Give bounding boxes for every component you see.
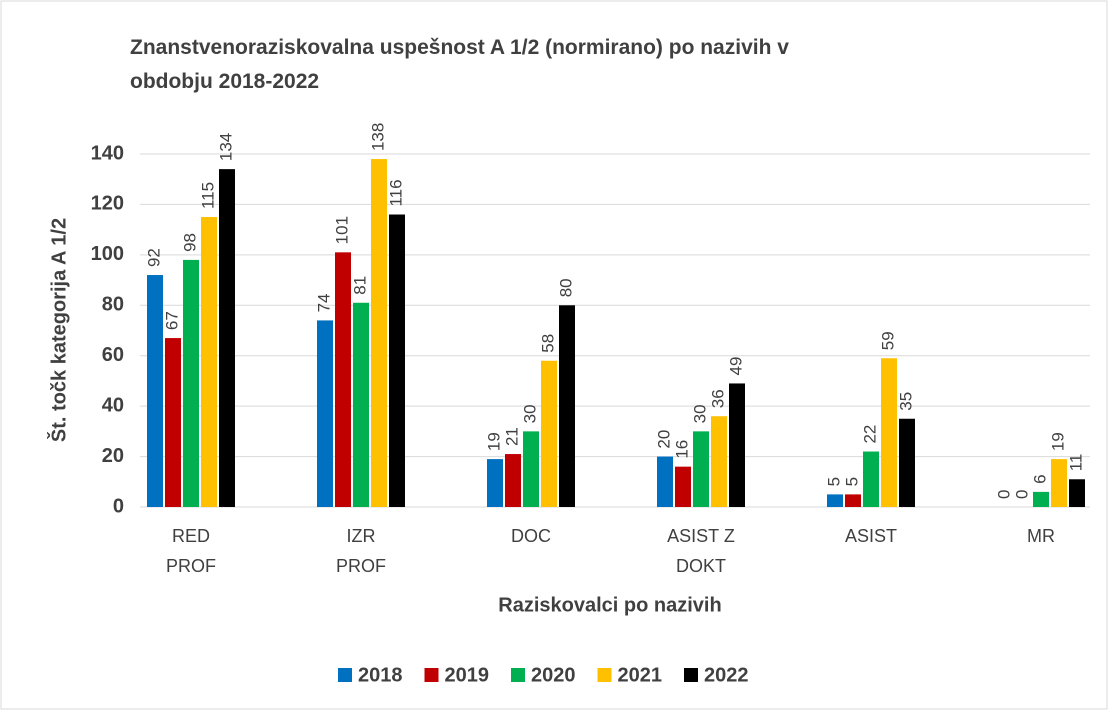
bar bbox=[1069, 479, 1085, 507]
bar bbox=[541, 360, 557, 507]
x-tick-label: IZR PROF bbox=[336, 526, 386, 576]
x-tick-label: RED PROF bbox=[166, 526, 216, 576]
bar bbox=[201, 217, 217, 508]
data-label: 59 bbox=[878, 331, 897, 350]
bar bbox=[523, 431, 539, 507]
data-label: 30 bbox=[690, 404, 709, 423]
data-label: 49 bbox=[726, 357, 745, 376]
y-tick-label: 80 bbox=[102, 294, 124, 316]
data-label: 67 bbox=[162, 311, 181, 330]
bar bbox=[845, 494, 861, 507]
data-label: 98 bbox=[180, 233, 199, 252]
bar bbox=[165, 338, 181, 507]
bar bbox=[505, 454, 521, 507]
bar bbox=[371, 159, 387, 508]
x-tick-label: ASIST Z DOKT bbox=[667, 526, 735, 576]
data-label: 138 bbox=[368, 123, 387, 151]
data-label: 30 bbox=[520, 404, 539, 423]
legend-label: 2020 bbox=[531, 664, 576, 686]
data-label: 36 bbox=[708, 389, 727, 408]
y-tick-label: 120 bbox=[91, 193, 124, 215]
data-label: 115 bbox=[198, 182, 217, 209]
bar bbox=[711, 416, 727, 507]
data-label: 35 bbox=[896, 392, 915, 411]
bar bbox=[1033, 491, 1049, 507]
bar bbox=[487, 459, 503, 507]
data-label: 0 bbox=[1012, 490, 1031, 499]
legend-label: 2019 bbox=[445, 664, 490, 686]
y-tick-label: 0 bbox=[113, 495, 124, 517]
data-label: 11 bbox=[1066, 454, 1085, 472]
bar bbox=[899, 418, 915, 507]
data-label: 92 bbox=[144, 248, 163, 267]
y-tick-label: 100 bbox=[91, 243, 124, 265]
data-label: 19 bbox=[1048, 432, 1067, 451]
legend-label: 2022 bbox=[704, 664, 749, 686]
legend-label: 2018 bbox=[358, 664, 403, 686]
legend-label: 2021 bbox=[618, 664, 663, 686]
data-label: 19 bbox=[484, 432, 503, 451]
legend-swatch bbox=[684, 668, 698, 682]
y-tick-label: 60 bbox=[102, 344, 124, 366]
x-tick-label: DOC bbox=[511, 526, 551, 546]
data-label: 74 bbox=[314, 293, 333, 312]
data-label: 0 bbox=[994, 490, 1013, 499]
bar bbox=[219, 169, 235, 507]
bar bbox=[559, 305, 575, 507]
bar bbox=[335, 252, 351, 507]
x-tick-label: ASIST bbox=[845, 526, 897, 546]
y-tick-label: 20 bbox=[102, 445, 124, 467]
data-label: 134 bbox=[216, 133, 235, 161]
data-label: 22 bbox=[860, 425, 879, 444]
legend-swatch bbox=[597, 668, 612, 682]
y-tick-label: 140 bbox=[91, 142, 124, 164]
x-tick-label: MR bbox=[1027, 526, 1055, 546]
data-label: 21 bbox=[502, 427, 521, 446]
data-label: 20 bbox=[654, 430, 673, 449]
bar bbox=[827, 494, 843, 507]
bar bbox=[183, 259, 199, 507]
bar bbox=[675, 466, 691, 507]
bar bbox=[353, 302, 369, 507]
bar bbox=[147, 275, 163, 507]
data-label: 6 bbox=[1030, 474, 1049, 483]
y-tick-label: 40 bbox=[102, 394, 124, 416]
legend-swatch bbox=[511, 668, 525, 682]
bar bbox=[1051, 459, 1067, 507]
chart-title: Znanstvenoraziskovalna uspešnost A 1/2 (… bbox=[130, 36, 789, 93]
data-label: 116 bbox=[386, 179, 405, 206]
bar bbox=[881, 358, 897, 507]
data-label: 16 bbox=[672, 440, 691, 459]
data-label: 58 bbox=[538, 334, 557, 353]
bar bbox=[657, 456, 673, 507]
bar bbox=[863, 451, 879, 507]
y-axis-label: Št. točk kategorija A 1/2 bbox=[46, 218, 70, 442]
bar bbox=[693, 431, 709, 507]
data-label: 101 bbox=[332, 216, 351, 244]
bar bbox=[317, 320, 333, 507]
legend-swatch bbox=[424, 668, 439, 682]
data-label: 5 bbox=[824, 477, 843, 486]
data-label: 81 bbox=[350, 276, 369, 295]
bar bbox=[389, 214, 405, 507]
legend-swatch bbox=[338, 668, 352, 682]
data-label: 80 bbox=[556, 278, 575, 297]
x-axis-label: Raziskovalci po nazivih bbox=[498, 594, 721, 616]
bar bbox=[729, 383, 745, 507]
data-label: 5 bbox=[842, 477, 861, 486]
